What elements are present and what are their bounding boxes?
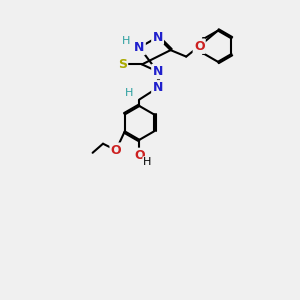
Text: N: N	[152, 31, 163, 44]
Text: N: N	[152, 65, 163, 78]
Text: O: O	[194, 40, 205, 53]
Text: H: H	[143, 157, 152, 167]
Text: N: N	[152, 81, 163, 94]
Text: H: H	[122, 36, 130, 46]
Text: N: N	[134, 41, 145, 54]
Text: O: O	[111, 144, 121, 157]
Text: O: O	[134, 149, 145, 162]
Text: S: S	[118, 58, 127, 71]
Text: H: H	[125, 88, 133, 98]
